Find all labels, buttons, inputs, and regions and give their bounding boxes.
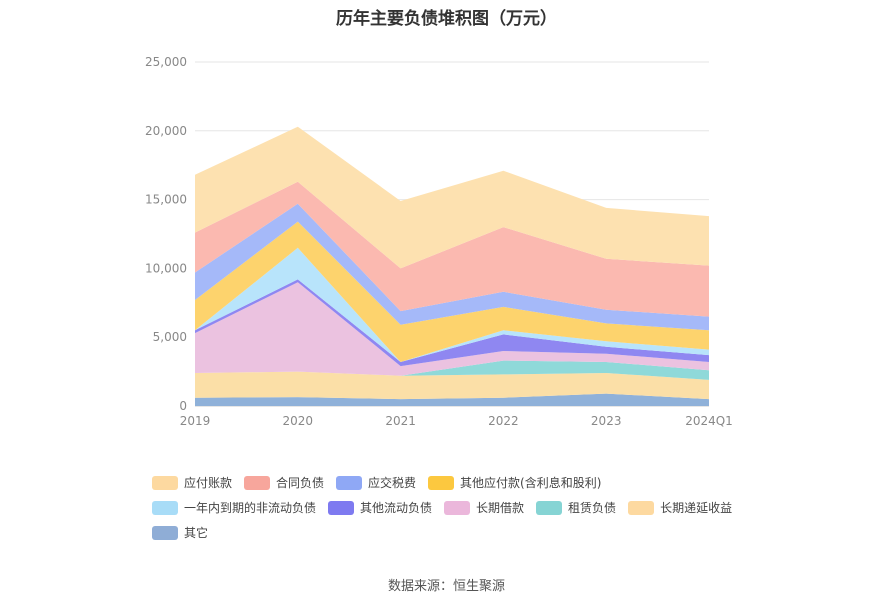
area-series-其他流动负债 [195, 279, 709, 367]
area-series-租赁负债 [195, 360, 709, 380]
legend-swatch [336, 475, 363, 490]
legend-label: 长期递延收益 [660, 501, 733, 515]
legend-swatch [628, 500, 655, 515]
legend-item[interactable]: 应付账款 [152, 474, 232, 491]
y-tick-label: 25,000 [145, 55, 187, 69]
area-series-长期递延收益 [195, 371, 709, 400]
area-series-其他应付款(含利息和股利) [195, 221, 709, 362]
area-series-应付账款 [195, 126, 709, 269]
legend-item[interactable]: 合同负债 [244, 474, 324, 491]
legend-label: 合同负债 [276, 476, 325, 490]
legend-swatch [244, 475, 271, 490]
legend-label: 其他应付款(含利息和股利) [460, 476, 602, 490]
data-source: 数据来源：恒生聚源 [387, 579, 505, 594]
y-tick-label: 20,000 [145, 124, 187, 138]
legend-swatch [444, 500, 471, 515]
legend-item[interactable]: 长期借款 [444, 499, 524, 516]
legend: 应付账款 合同负债 应交税费 其他应付款(含利息和股利) 一年内到期的非流动负债 其他流动… [152, 470, 792, 545]
legend-item[interactable]: 其他应付款(含利息和股利) [428, 474, 601, 491]
legend-row: 其它 [152, 520, 792, 545]
y-tick-label: 15,000 [145, 193, 187, 207]
legend-swatch [152, 500, 178, 515]
legend-item[interactable]: 长期递延收益 [628, 499, 732, 516]
legend-label: 租赁负债 [568, 501, 617, 515]
legend-label: 其它 [184, 526, 209, 540]
legend-swatch [152, 525, 178, 540]
legend-label: 应付账款 [184, 476, 233, 490]
y-tick-label: 10,000 [145, 261, 187, 275]
x-tick-label: 2024Q1 [685, 414, 733, 428]
legend-label: 长期借款 [476, 501, 525, 515]
legend-swatch [152, 475, 178, 490]
area-series-合同负债 [195, 181, 709, 317]
axes: 0 5,000 10,000 15,000 20,000 25,000 2019 2020 20… [145, 55, 733, 428]
legend-item[interactable]: 租赁负债 [536, 499, 616, 516]
legend-swatch [328, 500, 355, 515]
legend-item[interactable]: 应交税费 [336, 474, 416, 491]
x-tick-label: 2020 [283, 414, 314, 428]
legend-label: 一年内到期的非流动负债 [184, 501, 317, 515]
area-series-应交税费 [195, 203, 709, 331]
legend-row: 应付账款 合同负债 应交税费 其他应付款(含利息和股利) [152, 470, 792, 495]
legend-item[interactable]: 一年内到期的非流动负债 [152, 499, 316, 516]
x-tick-label: 2021 [385, 414, 416, 428]
area-series-其它 [195, 393, 709, 406]
y-tick-label: 5,000 [153, 330, 187, 344]
area-series-一年内到期的非流动负债 [195, 247, 709, 362]
chart-title: 历年主要负债堆积图（万元） [336, 9, 557, 29]
legend-item[interactable]: 其它 [152, 524, 208, 541]
legend-label: 其他流动负债 [360, 501, 433, 515]
legend-item[interactable]: 其他流动负债 [328, 499, 432, 516]
legend-label: 应交税费 [368, 476, 417, 490]
legend-row: 一年内到期的非流动负债 其他流动负债 长期借款 租赁负债 长期递延收益 [152, 495, 792, 520]
x-tick-label: 2022 [488, 414, 519, 428]
area-series-长期借款 [195, 282, 709, 376]
x-tick-label: 2019 [180, 414, 211, 428]
stacked-areas [195, 126, 709, 406]
legend-swatch [428, 475, 455, 490]
y-tick-label: 0 [179, 399, 187, 413]
legend-swatch [536, 500, 563, 515]
x-tick-label: 2023 [591, 414, 622, 428]
